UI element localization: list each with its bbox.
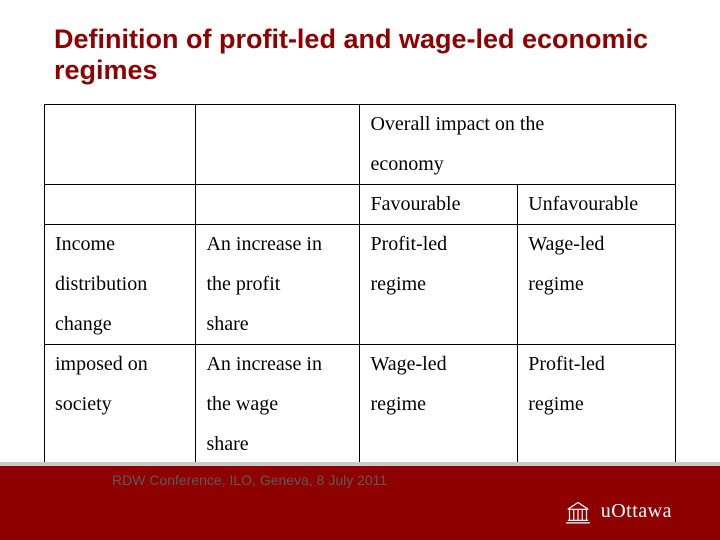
table-cell: Profit-led	[360, 225, 518, 265]
slide: Definition of profit-led and wage-led ec…	[0, 0, 720, 540]
table-cell: the profit	[196, 265, 360, 305]
table-cell: Unfavourable	[518, 185, 676, 225]
table-cell: share	[196, 305, 360, 345]
table-cell: economy	[360, 145, 676, 185]
table-cell: society	[45, 385, 196, 425]
table-cell	[518, 305, 676, 345]
table-cell: distribution	[45, 265, 196, 305]
table-cell: change	[45, 305, 196, 345]
table-row: share	[45, 425, 676, 465]
table-cell: regime	[518, 385, 676, 425]
table-cell: the wage	[196, 385, 360, 425]
building-icon	[561, 494, 595, 528]
table-cell	[45, 425, 196, 465]
definition-table-wrap: Overall impact on the economy Favourable…	[0, 104, 720, 465]
table-cell	[360, 305, 518, 345]
table-cell: imposed on	[45, 345, 196, 385]
table-cell: An increase in	[196, 225, 360, 265]
table-cell: Wage-led	[360, 345, 518, 385]
table-cell	[45, 185, 196, 225]
table-row: distribution the profit regime regime	[45, 265, 676, 305]
table-cell: regime	[360, 265, 518, 305]
logo-name: Ottawa	[611, 500, 672, 522]
table-row: change share	[45, 305, 676, 345]
table-row: Favourable Unfavourable	[45, 185, 676, 225]
page-title: Definition of profit-led and wage-led ec…	[0, 0, 720, 104]
uottawa-logo: uOttawa	[561, 494, 672, 528]
table-cell: Wage-led	[518, 225, 676, 265]
table-row: Overall impact on the	[45, 105, 676, 145]
table-row: Income An increase in Profit-led Wage-le…	[45, 225, 676, 265]
footer-text: RDW Conference, ILO, Geneva, 8 July 2011	[112, 472, 387, 488]
table-cell: Income	[45, 225, 196, 265]
table-cell	[518, 425, 676, 465]
table-row: imposed on An increase in Wage-led Profi…	[45, 345, 676, 385]
table-row: society the wage regime regime	[45, 385, 676, 425]
table-cell: regime	[518, 265, 676, 305]
definition-table: Overall impact on the economy Favourable…	[44, 104, 676, 465]
table-cell: Profit-led	[518, 345, 676, 385]
table-cell	[360, 425, 518, 465]
table-cell	[196, 185, 360, 225]
logo-text: uOttawa	[601, 500, 672, 523]
table-cell: regime	[360, 385, 518, 425]
table-cell: share	[196, 425, 360, 465]
table-cell	[196, 105, 360, 185]
table-cell: An increase in	[196, 345, 360, 385]
table-cell: Overall impact on the	[360, 105, 676, 145]
table-cell: Favourable	[360, 185, 518, 225]
table-cell	[45, 105, 196, 185]
logo-prefix: u	[601, 500, 612, 522]
